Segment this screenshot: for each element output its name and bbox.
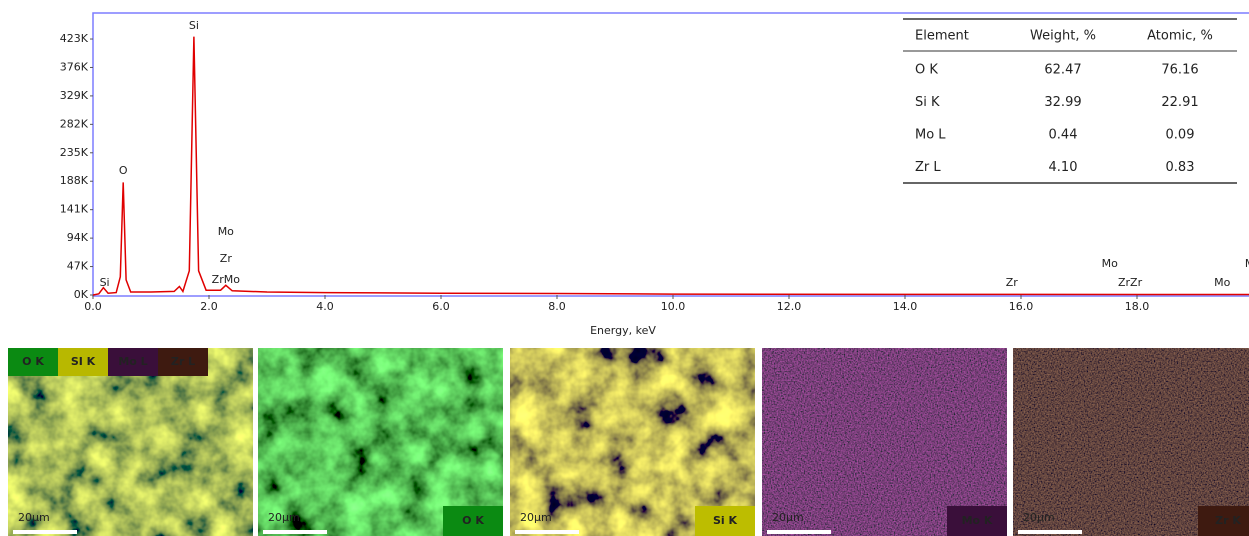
x-tick-label: 0.0	[84, 300, 102, 313]
scale-label: 20μm	[772, 511, 804, 524]
table-cell: 32.99	[1044, 95, 1081, 110]
x-axis-label: Energy, keV	[590, 324, 656, 337]
table-cell: Zr L	[915, 160, 941, 175]
x-tick-label: 16.0	[1009, 300, 1034, 313]
scale-label: 20μm	[268, 511, 300, 524]
map-badge-label: O K	[462, 514, 484, 527]
element-maps: 20μm 20μm O K 20μm Si K 20μm Mo K 20μm Zr K O K SI…	[8, 348, 1249, 536]
table-cell: 0.44	[1049, 128, 1078, 143]
table-cell: Mo L	[915, 128, 946, 143]
table-header: Weight, %	[1030, 29, 1096, 44]
peak-label: Si	[100, 276, 110, 289]
scale-label: 20μm	[1023, 511, 1055, 524]
legend-label: Mo L	[118, 355, 147, 368]
table-cell: 22.91	[1161, 95, 1198, 110]
x-tick-label: 18.0	[1125, 300, 1150, 313]
x-tick-label: 10.0	[661, 300, 686, 313]
table-cell: 0.09	[1166, 128, 1195, 143]
x-tick-label: 6.0	[432, 300, 450, 313]
scale-label: 20μm	[18, 511, 50, 524]
figure: 20μm 20μm O K 20μm Si K 20μm Mo K 20μm Zr K O K SI…	[0, 0, 1249, 536]
y-tick-label: 94K	[67, 231, 89, 244]
x-tick-label: 8.0	[548, 300, 566, 313]
peak-label: Zr	[220, 252, 233, 265]
x-tick-label: 2.0	[200, 300, 218, 313]
peak-label: O	[119, 164, 128, 177]
peak-label: Si	[189, 19, 199, 32]
x-tick-label: 14.0	[893, 300, 918, 313]
y-tick-label: 47K	[67, 260, 89, 273]
y-tick-label: 423K	[60, 32, 89, 45]
peak-label: Mo	[1214, 276, 1230, 289]
scale-bar	[263, 530, 327, 534]
scale-bar	[767, 530, 831, 534]
map-badge-label: Si K	[713, 514, 738, 527]
y-tick-label: 376K	[60, 60, 89, 73]
peak-label: Mo	[1245, 257, 1249, 270]
peak-label: ZrZr	[1118, 276, 1143, 289]
table-cell: 76.16	[1161, 63, 1198, 78]
scale-bar	[1018, 530, 1082, 534]
legend-label: Zr L	[171, 355, 195, 368]
y-tick-label: 141K	[60, 203, 89, 216]
scale-bar	[515, 530, 579, 534]
table-cell: 4.10	[1049, 160, 1078, 175]
peak-label: ZrMo	[212, 273, 241, 286]
table-header: Element	[915, 29, 969, 44]
table-header: Atomic, %	[1147, 29, 1213, 44]
y-tick-label: 188K	[60, 174, 89, 187]
map-badge-label: Zr K	[1215, 514, 1241, 527]
y-tick-label: 235K	[60, 146, 89, 159]
table-cell: 0.83	[1166, 160, 1195, 175]
table-cell: Si K	[915, 95, 940, 110]
map-badge-label: Mo K	[962, 514, 993, 527]
legend-label: SI K	[71, 355, 96, 368]
scale-bar	[13, 530, 77, 534]
peak-label: Mo	[218, 225, 234, 238]
peak-label: Mo	[1102, 257, 1118, 270]
plot-frame	[93, 13, 1249, 296]
legend-label: O K	[22, 355, 44, 368]
peak-label: Zr	[1006, 276, 1019, 289]
x-tick-label: 12.0	[777, 300, 802, 313]
y-tick-label: 329K	[60, 89, 89, 102]
table-cell: 62.47	[1044, 63, 1081, 78]
y-tick-label: 282K	[60, 117, 89, 130]
x-tick-label: 4.0	[316, 300, 334, 313]
table-cell: O K	[915, 63, 938, 78]
scale-label: 20μm	[520, 511, 552, 524]
map-image	[8, 348, 253, 536]
